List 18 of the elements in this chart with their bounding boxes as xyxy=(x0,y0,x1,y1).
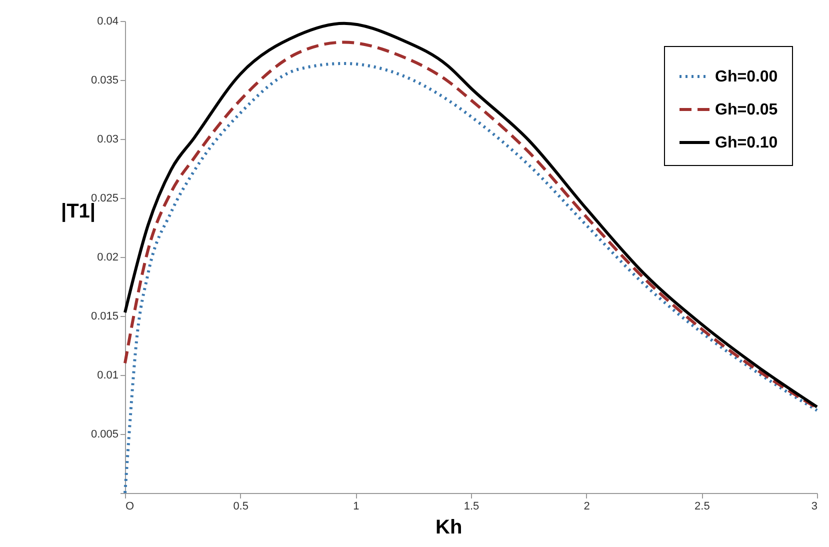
legend-label: Gh=0.05 xyxy=(715,102,778,118)
x-tick-label: 1.5 xyxy=(464,500,480,512)
x-tick-label: 2.5 xyxy=(694,500,710,512)
legend-label: Gh=0.10 xyxy=(715,134,778,152)
y-tick-label: 0.03 xyxy=(97,134,118,146)
x-tick-label: 1 xyxy=(353,500,360,512)
y-tick-label: 0.015 xyxy=(90,310,118,322)
x-axis-title: Kh xyxy=(436,516,462,538)
y-tick-label: 0.04 xyxy=(97,16,118,28)
x-tick-label: 0.5 xyxy=(233,500,248,512)
legend-label: Gh=0.00 xyxy=(715,68,778,86)
y-tick-label: 0.005 xyxy=(90,428,118,440)
y-tick-label: 0.035 xyxy=(90,74,118,86)
x-tick-label: O xyxy=(126,500,134,512)
x-tick-label: 3 xyxy=(811,500,818,512)
y-tick-label: 0.02 xyxy=(97,252,118,264)
x-tick-label: 2 xyxy=(584,500,590,512)
y-tick-label: 0.01 xyxy=(97,370,118,382)
